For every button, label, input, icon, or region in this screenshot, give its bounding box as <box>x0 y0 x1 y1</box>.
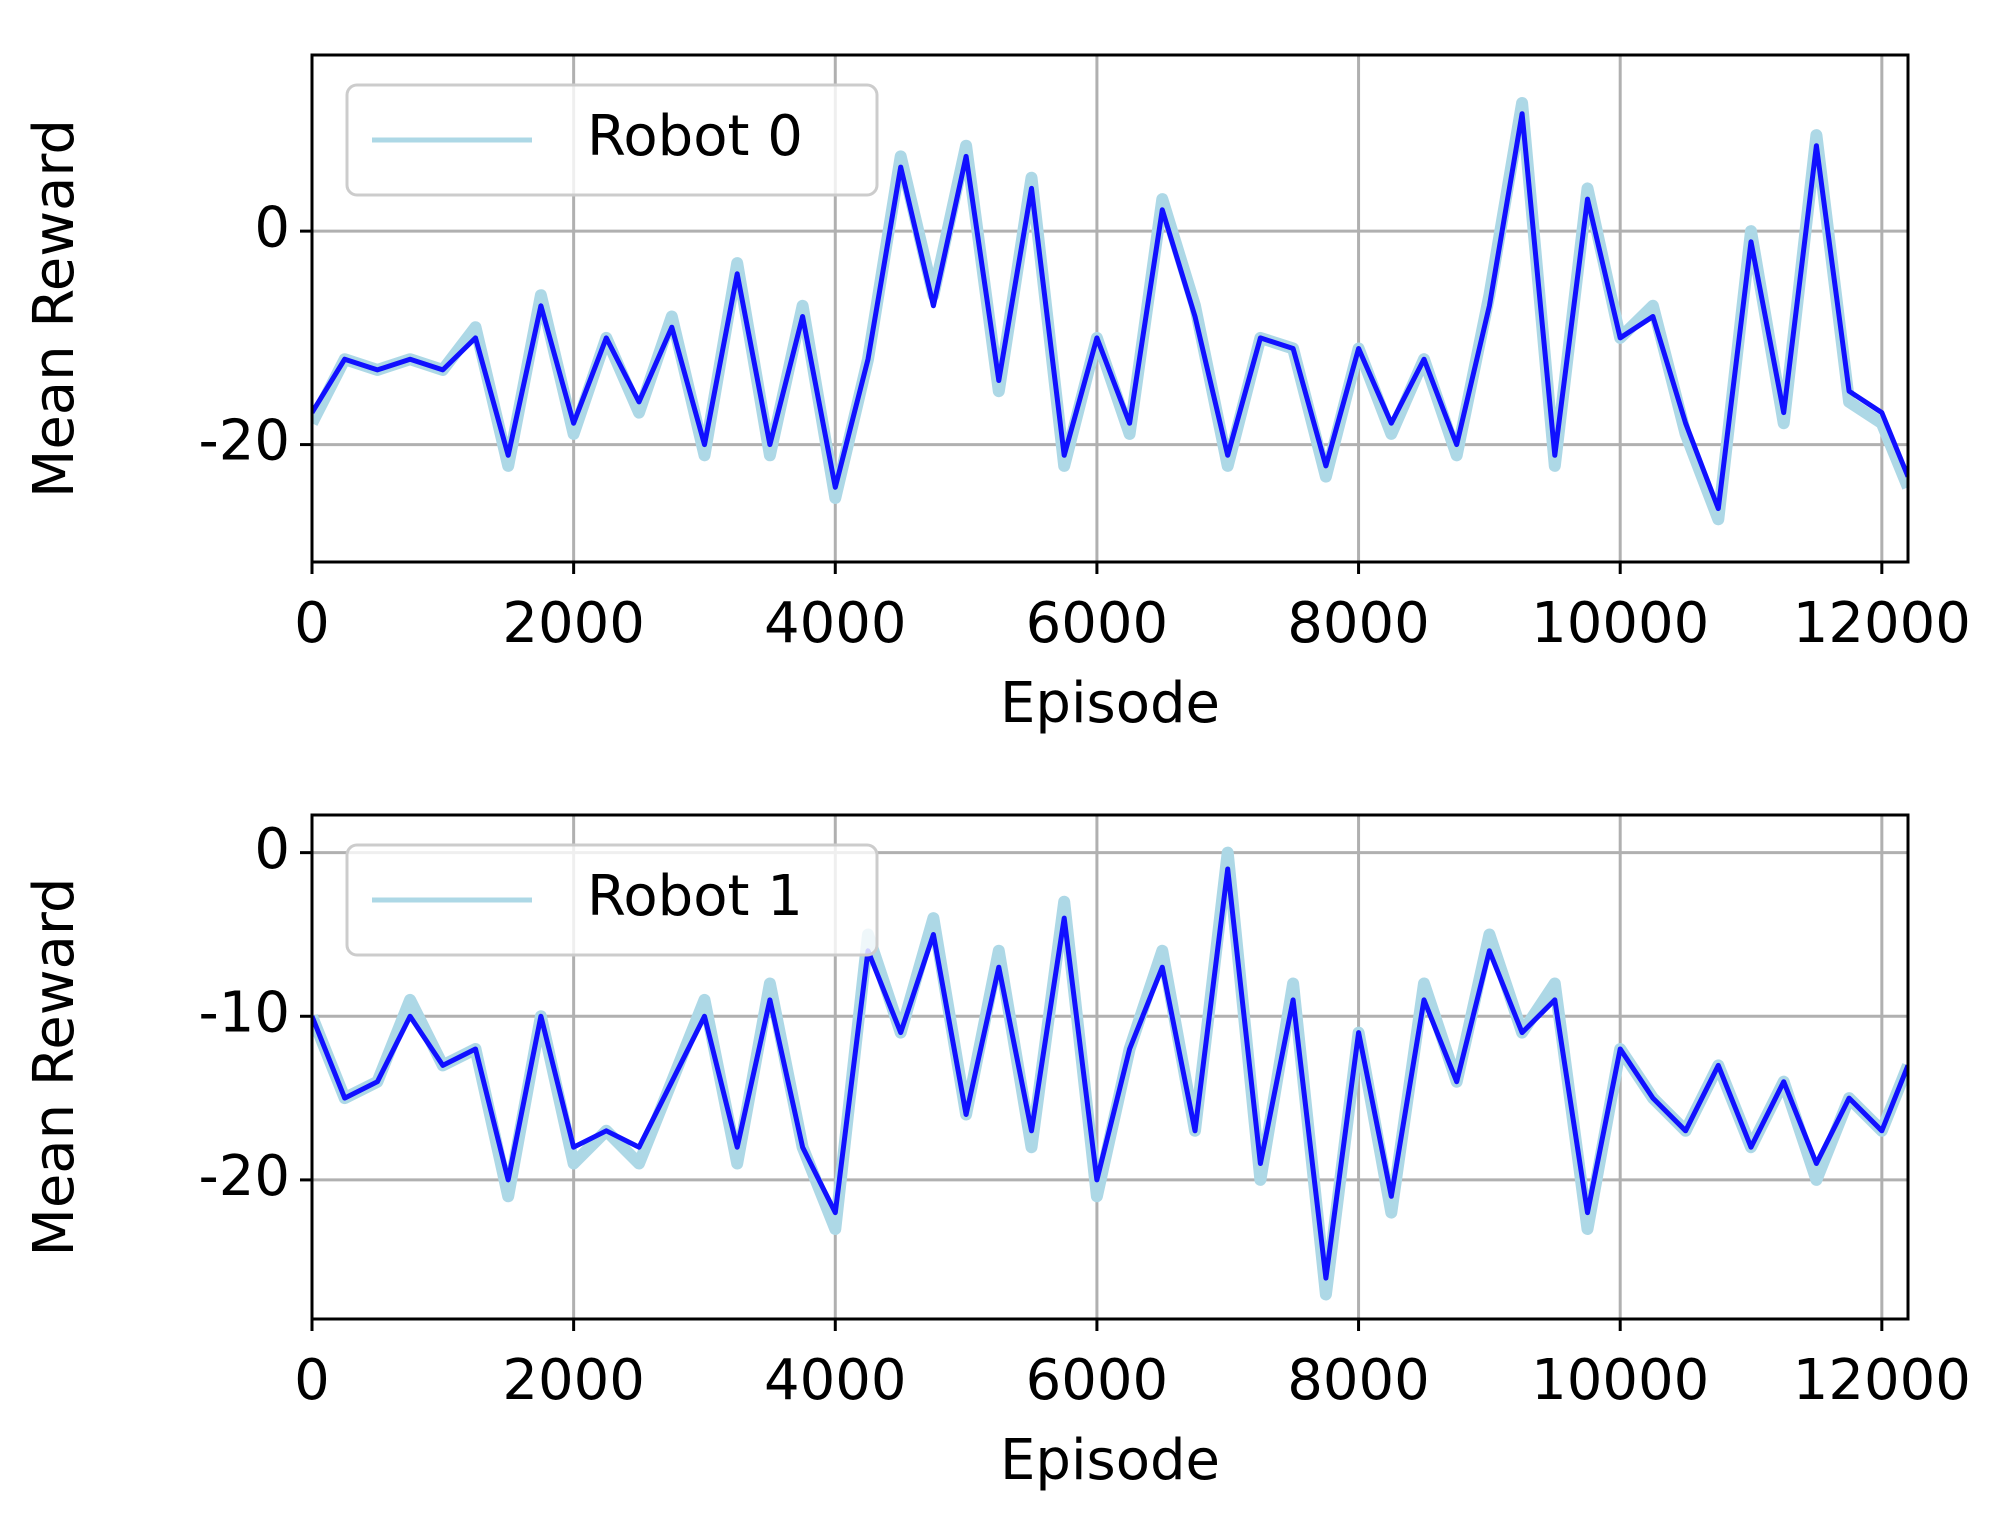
x-tick-label: 8000 <box>1287 1348 1430 1413</box>
x-tick-label: 2000 <box>502 1348 645 1413</box>
x-tick-label: 6000 <box>1026 591 1169 656</box>
x-tick-label: 10000 <box>1531 591 1709 656</box>
x-tick-label: 0 <box>294 591 330 656</box>
subplot: 0 2000 4000 6000 8000 10000 12000 -20 0 Episode Me… <box>22 53 1971 736</box>
y-tick-label: 0 <box>254 817 290 882</box>
x-tick-label: 2000 <box>502 591 645 656</box>
y-axis-label: Mean Reward <box>22 878 87 1257</box>
y-tick-label: -20 <box>199 1144 290 1209</box>
legend-box <box>345 843 879 957</box>
legend-label: Robot 0 <box>587 104 803 169</box>
x-axis-label: Episode <box>1000 1428 1220 1493</box>
axes-frame <box>310 813 1910 1321</box>
legend-label: Robot 1 <box>587 864 803 929</box>
x-tick-label: 12000 <box>1793 591 1971 656</box>
series-line <box>312 866 1908 1281</box>
subplot: 0 2000 4000 6000 8000 10000 12000 -20 -10 0 Episod… <box>22 813 1971 1493</box>
x-tick-label: 6000 <box>1026 1348 1169 1413</box>
x-tick-label: 8000 <box>1287 591 1430 656</box>
x-axis-label: Episode <box>1000 671 1220 736</box>
series-line <box>312 111 1908 512</box>
y-axis-label: Mean Reward <box>22 119 87 498</box>
axes-frame <box>310 53 1910 564</box>
y-tick-label: -20 <box>199 409 290 474</box>
x-tick-label: 0 <box>294 1348 330 1413</box>
x-tick-label: 10000 <box>1531 1348 1709 1413</box>
y-tick-label: -10 <box>199 980 290 1045</box>
legend-box <box>345 83 879 197</box>
y-tick-label: 0 <box>254 195 290 260</box>
x-tick-label: 4000 <box>764 591 907 656</box>
x-tick-label: 12000 <box>1793 1348 1971 1413</box>
x-tick-label: 4000 <box>764 1348 907 1413</box>
